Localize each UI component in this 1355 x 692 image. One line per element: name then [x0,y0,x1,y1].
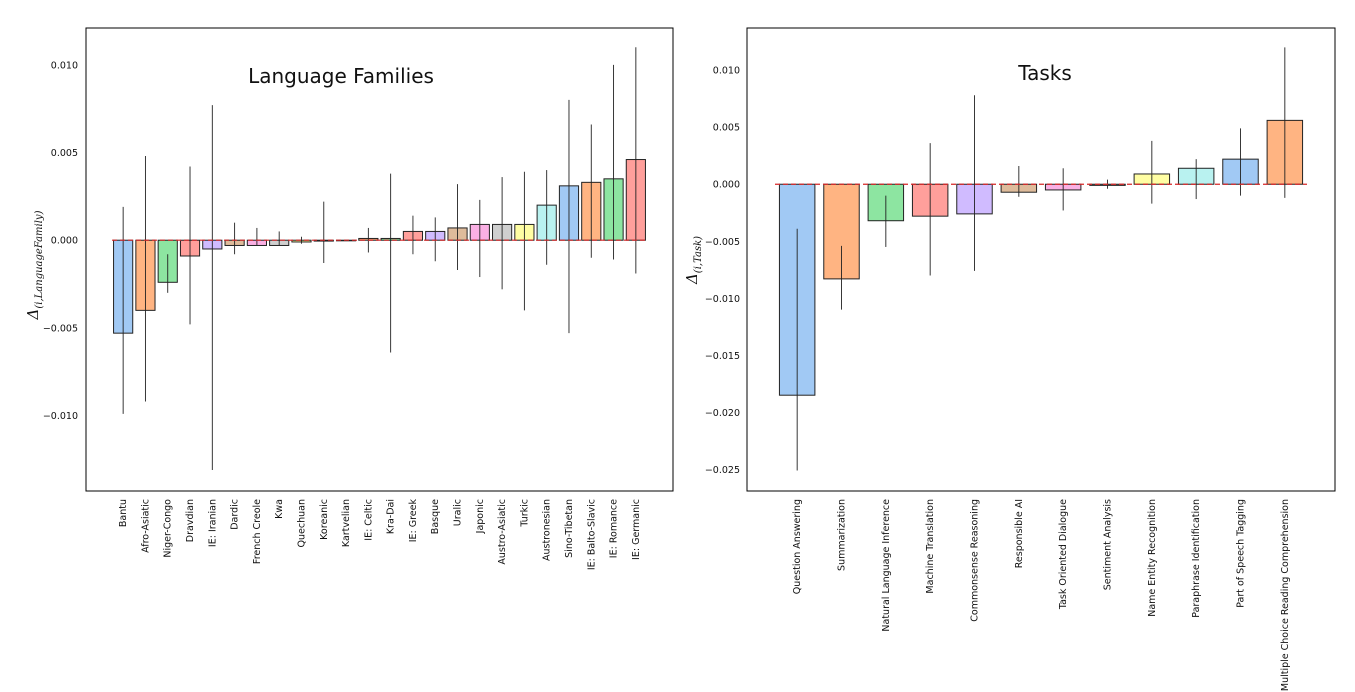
plot-frame [746,27,1336,492]
x-tick-label: IE: Romance [609,499,620,558]
y-tick-label: 0.010 [51,60,78,71]
x-tick-label: Sentiment Analysis [1103,499,1114,590]
y-tick-label: 0.005 [51,148,78,159]
x-tick-label: Japonic [475,499,486,534]
x-tick-label: Task Oriented Dialogue [1058,499,1069,610]
y-tick-group: −0.010 −0.005 0.000 0.005 0.010 [43,60,78,422]
x-tick-group: Question Answering Summarization Natural L… [792,499,1291,691]
x-tick-label: Austro-Asiatic [497,499,508,565]
y-tick-label: −0.005 [705,237,740,248]
x-tick-label: Paraphrase Identification [1191,499,1202,618]
y-tick-label: 0.005 [713,123,740,134]
x-tick-label: Niger-Congo [163,499,174,558]
x-tick-label: Question Answering [792,499,803,594]
x-tick-label: Basque [430,499,441,534]
x-tick-label: Quechuan [296,499,307,547]
y-axis-label: Δ(i,LanguageFamily) [24,210,45,320]
x-tick-label: Turkic [519,499,530,528]
x-tick-label: IE: Balto-Slavic [586,499,597,570]
x-tick-label: Sino-Tibetan [564,499,575,558]
x-tick-group: Bantu Afro-Asiatic Niger-Congo Dravdian IE: … [118,499,642,571]
bar-group [112,47,647,470]
x-tick-label: Summarization [837,499,848,571]
x-tick-label: Kra-Dai [386,499,397,534]
y-tick-label: −0.010 [43,411,78,422]
y-tick-label: 0.010 [713,66,740,77]
x-tick-label: Name Entity Recognition [1147,499,1158,617]
x-tick-label: Uralic [453,499,464,526]
y-tick-label: 0.000 [51,236,78,247]
plot-frame [85,27,674,492]
x-tick-label: Kwa [274,499,285,519]
x-tick-label: Dardic [230,499,241,530]
x-tick-label: IE: Iranian [207,499,218,547]
chart-title: Tasks [1017,61,1072,85]
y-tick-label: −0.005 [43,323,78,334]
y-axis-label: Δ(i,Task) [683,236,704,285]
x-tick-label: Machine Translation [925,499,936,594]
y-tick-group: −0.025 −0.020 −0.015 −0.010 −0.005 0.000 0.005… [705,66,740,476]
chart-title: Language Families [248,64,434,88]
x-tick-label: Natural Language Inference [881,499,892,632]
y-axis-label-symbol: Δ [683,273,701,285]
y-axis-label-symbol: Δ [24,309,42,321]
bar-group [775,47,1307,471]
x-tick-label: IE: Germanic [631,499,642,560]
y-axis-label-subscript: (i,Task) [693,236,704,273]
x-tick-label: French Creole [252,499,263,564]
y-tick-label: −0.025 [705,465,740,476]
x-tick-label: Part of Speech Tagging [1236,499,1247,608]
x-tick-label: Multiple Choice Reading Comprehension [1280,499,1291,691]
x-tick-label: Dravdian [185,499,196,542]
x-tick-label: Kartvelian [341,499,352,547]
tasks-chart: Tasks Δ(i,Task) −0.025 −0.020 −0.015 −0.010… [683,27,1336,691]
y-tick-label: −0.020 [705,408,740,419]
y-axis-label-subscript: (i,LanguageFamily) [34,210,45,308]
x-tick-label: Koreanic [319,499,330,540]
language-families-chart: Language Families Δ(i,LanguageFamily) −0… [24,27,674,571]
x-tick-label: Responsible AI [1014,499,1025,568]
y-tick-label: −0.010 [705,294,740,305]
x-tick-label: Bantu [118,499,129,527]
x-tick-label: IE: Greek [408,499,419,543]
x-tick-label: Austronesian [542,499,553,561]
x-tick-label: IE: Celtic [363,499,374,541]
x-tick-label: Commonsense Reasoning [970,499,981,622]
y-tick-label: 0.000 [713,180,740,191]
y-tick-label: −0.015 [705,351,740,362]
x-tick-label: Afro-Asiatic [140,499,151,553]
